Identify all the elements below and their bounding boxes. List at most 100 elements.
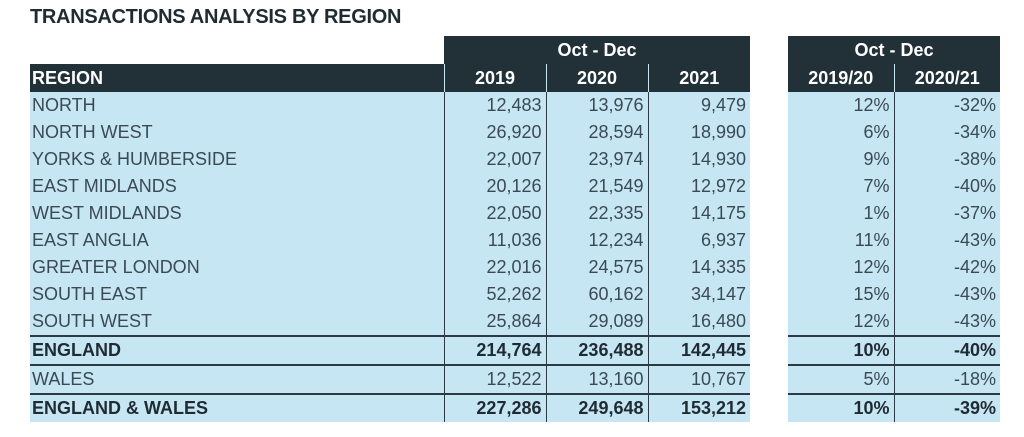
change-2020-21: -34% (893, 119, 1000, 146)
region-name: SOUTH WEST (30, 308, 444, 336)
value-2021: 12,972 (647, 173, 751, 200)
change-header-2019-20: 2019/20 (788, 64, 894, 92)
change-2020-21: -40% (893, 335, 1000, 366)
region-name: WEST MIDLANDS (30, 200, 444, 227)
value-2019: 227,286 (443, 393, 546, 422)
table-row-england: ENGLAND 214,764 236,488 142,445 (30, 335, 751, 366)
change-2020-21: -37% (893, 200, 1000, 227)
change-row-wales: 5% -18% (788, 364, 1000, 394)
region-name: SOUTH EAST (30, 281, 444, 308)
change-row-england-wales: 10% -39% (788, 393, 1000, 422)
region-column-header: REGION (30, 64, 444, 92)
value-2021: 14,930 (647, 146, 751, 173)
change-2020-21: -18% (893, 364, 1000, 394)
change-2020-21: -38% (893, 146, 1000, 173)
value-2021: 14,175 (647, 200, 751, 227)
value-2020: 13,976 (545, 92, 648, 119)
value-2020: 29,089 (545, 308, 648, 336)
table-row-east-anglia: EAST ANGLIA 11,036 12,234 6,937 (30, 227, 751, 254)
table-row-south-east: SOUTH EAST 52,262 60,162 34,147 (30, 281, 751, 308)
value-2019: 20,126 (443, 173, 546, 200)
table-row-east-midlands: EAST MIDLANDS 20,126 21,549 12,972 (30, 173, 751, 200)
change-2020-21: -43% (893, 308, 1000, 336)
value-2020: 21,549 (545, 173, 648, 200)
change-row-east-midlands: 7% -40% (788, 173, 1000, 200)
value-2020: 249,648 (545, 393, 648, 422)
value-2019: 52,262 (443, 281, 546, 308)
region-name: EAST MIDLANDS (30, 173, 444, 200)
value-2019: 12,483 (443, 92, 546, 119)
change-row-north-west: 6% -34% (788, 119, 1000, 146)
header-spacer (30, 36, 444, 64)
change-row-south-east: 15% -43% (788, 281, 1000, 308)
value-2021: 34,147 (647, 281, 751, 308)
change-2020-21: -42% (893, 254, 1000, 281)
region-name: GREATER LONDON (30, 254, 444, 281)
value-2020: 28,594 (545, 119, 648, 146)
change-group-header: Oct - Dec (788, 36, 1000, 64)
region-name: NORTH WEST (30, 119, 444, 146)
value-2019: 11,036 (443, 227, 546, 254)
year-header-2020: 2020 (545, 64, 648, 92)
change-2019-20: 12% (788, 308, 894, 336)
change-2020-21: -43% (893, 281, 1000, 308)
table-row-greater-london: GREATER LONDON 22,016 24,575 14,335 (30, 254, 751, 281)
change-row-west-midlands: 1% -37% (788, 200, 1000, 227)
value-2020: 236,488 (545, 335, 648, 366)
regional-transactions-table: Oct - Dec REGION 2019 2020 2021 NORTH 12,… (30, 36, 751, 422)
region-name: NORTH (30, 92, 444, 119)
change-2019-20: 1% (788, 200, 894, 227)
value-2020: 13,160 (545, 364, 648, 394)
value-2020: 60,162 (545, 281, 648, 308)
table-row-south-west: SOUTH WEST 25,864 29,089 16,480 (30, 308, 751, 336)
change-row-south-west: 12% -43% (788, 308, 1000, 336)
change-2019-20: 12% (788, 92, 894, 119)
change-row-england: 10% -40% (788, 335, 1000, 366)
change-2019-20: 9% (788, 146, 894, 173)
table-row-north: NORTH 12,483 13,976 9,479 (30, 92, 751, 119)
change-2020-21: -43% (893, 227, 1000, 254)
value-2019: 214,764 (443, 335, 546, 366)
page-title: TRANSACTIONS ANALYSIS BY REGION (30, 6, 402, 28)
value-2021: 142,445 (647, 335, 751, 366)
value-2021: 10,767 (647, 364, 751, 394)
value-2020: 12,234 (545, 227, 648, 254)
region-name: YORKS & HUMBERSIDE (30, 146, 444, 173)
value-2020: 22,335 (545, 200, 648, 227)
change-row-greater-london: 12% -42% (788, 254, 1000, 281)
table-row-wales: WALES 12,522 13,160 10,767 (30, 364, 751, 394)
region-name: EAST ANGLIA (30, 227, 444, 254)
change-2020-21: -32% (893, 92, 1000, 119)
period-group-header: Oct - Dec (444, 36, 751, 64)
region-name: ENGLAND (30, 335, 444, 366)
change-2020-21: -40% (893, 173, 1000, 200)
value-2020: 24,575 (545, 254, 648, 281)
change-2019-20: 15% (788, 281, 894, 308)
change-row-north: 12% -32% (788, 92, 1000, 119)
value-2021: 153,212 (647, 393, 751, 422)
value-2019: 22,050 (443, 200, 546, 227)
table-row-west-midlands: WEST MIDLANDS 22,050 22,335 14,175 (30, 200, 751, 227)
change-2019-20: 11% (788, 227, 894, 254)
value-2021: 16,480 (647, 308, 751, 336)
value-2019: 25,864 (443, 308, 546, 336)
table-row-north-west: NORTH WEST 26,920 28,594 18,990 (30, 119, 751, 146)
change-percentage-table: Oct - Dec 2019/20 2020/21 12% -32% 6% -34% 9… (788, 36, 1000, 422)
region-name: ENGLAND & WALES (30, 393, 444, 422)
change-2019-20: 10% (788, 393, 894, 422)
value-2019: 22,007 (443, 146, 546, 173)
table-row-england-wales: ENGLAND & WALES 227,286 249,648 153,212 (30, 393, 751, 422)
change-2019-20: 5% (788, 364, 894, 394)
region-name: WALES (30, 364, 444, 394)
table-row-yorks-humberside: YORKS & HUMBERSIDE 22,007 23,974 14,930 (30, 146, 751, 173)
year-header-2021: 2021 (647, 64, 751, 92)
change-2019-20: 6% (788, 119, 894, 146)
value-2021: 9,479 (647, 92, 751, 119)
value-2021: 14,335 (647, 254, 751, 281)
value-2021: 18,990 (647, 119, 751, 146)
change-2019-20: 10% (788, 335, 894, 366)
value-2019: 12,522 (443, 364, 546, 394)
change-row-yorks-humberside: 9% -38% (788, 146, 1000, 173)
change-row-east-anglia: 11% -43% (788, 227, 1000, 254)
value-2019: 26,920 (443, 119, 546, 146)
